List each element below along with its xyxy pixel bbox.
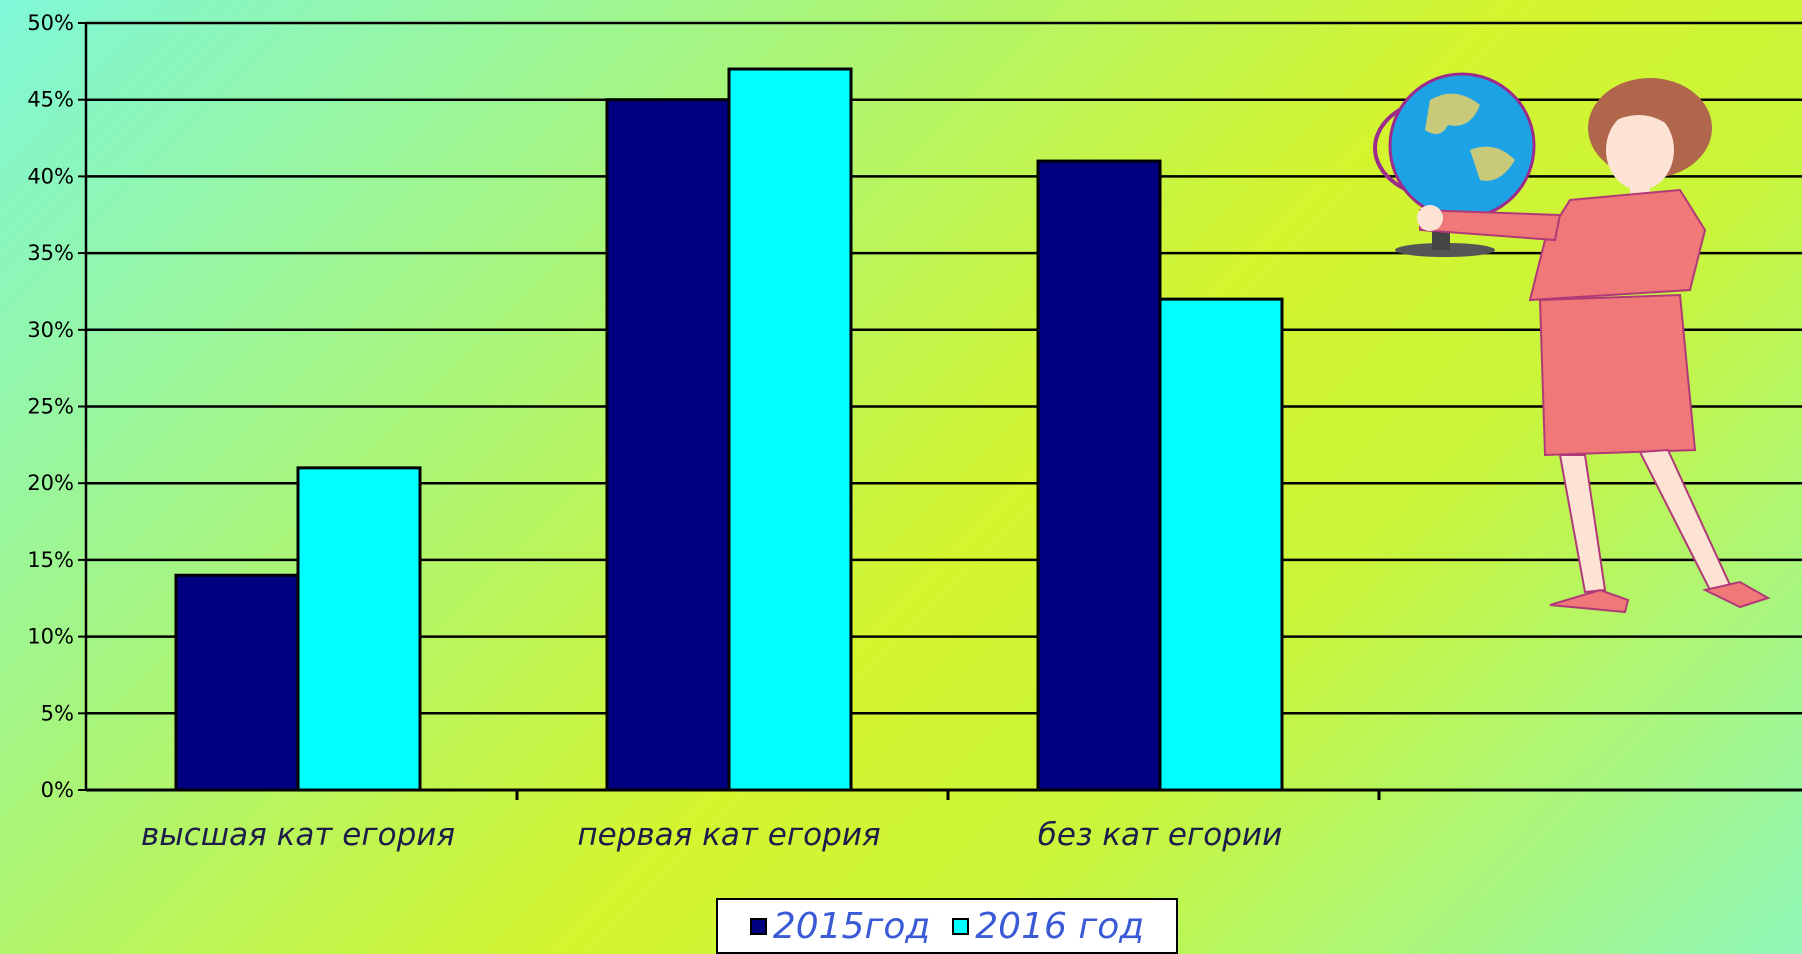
y-axis: 0% 5% 10% 15% 20% 25% 30% 35% 40% 45% 50% — [27, 11, 88, 802]
y-tick-label: 50% — [27, 11, 74, 35]
y-tick-label: 20% — [27, 471, 74, 495]
y-tick-label: 10% — [27, 625, 74, 649]
y-tick-label: 45% — [27, 88, 74, 112]
bar-2016год-0 — [296, 466, 422, 792]
y-tick-label: 40% — [27, 164, 74, 188]
legend-swatch-2015 — [749, 917, 767, 935]
bar-2016год-1 — [727, 67, 853, 792]
x-axis: высшая кат егория первая кат егория без ка… — [86, 788, 1802, 853]
x-category-label: первая кат егория — [577, 817, 880, 853]
y-tick-label: 5% — [41, 701, 74, 725]
legend: 2015год 2016 год — [716, 898, 1178, 954]
y-tick-label: 15% — [27, 548, 74, 572]
bar-2015год-0 — [174, 573, 300, 792]
legend-item-2016: 2016 год — [952, 906, 1144, 947]
y-tick-label: 0% — [41, 778, 74, 802]
y-tick-label: 30% — [27, 318, 74, 342]
x-category-label: высшая кат егория — [141, 817, 455, 853]
bar-2016год-2 — [1158, 297, 1284, 792]
y-tick-label: 35% — [27, 241, 74, 265]
legend-swatch-2016 — [952, 917, 970, 935]
bar-2015год-1 — [605, 98, 731, 792]
y-tick-label: 25% — [27, 395, 74, 419]
bars — [174, 67, 1284, 792]
legend-item-2015: 2015год — [749, 905, 931, 947]
x-category-label: без кат егории — [1038, 817, 1282, 853]
teacher-illustration — [1373, 72, 1771, 614]
bar-2015год-2 — [1036, 159, 1162, 792]
legend-label-2016: 2016 год — [975, 905, 1145, 947]
legend-label-2015: 2015год — [772, 905, 931, 947]
